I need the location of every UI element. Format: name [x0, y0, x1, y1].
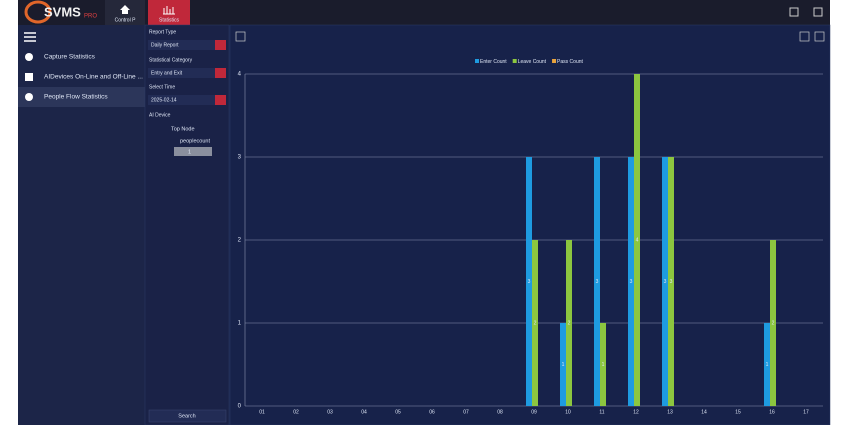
bar	[566, 240, 572, 406]
x-tick-label: 02	[293, 409, 299, 415]
menu-item[interactable]: AIDevices On-Line and Off-Line ...	[44, 74, 143, 81]
home-icon	[120, 5, 130, 14]
bar	[594, 157, 600, 406]
filter-label: Report Type	[149, 29, 176, 35]
export-icon[interactable]	[235, 31, 246, 42]
bar	[532, 240, 538, 406]
tree-node[interactable]: Top Node	[171, 126, 195, 132]
bar-label: 3	[670, 279, 673, 285]
bar	[668, 157, 674, 406]
bar-label: 3	[630, 279, 633, 285]
x-tick-label: 03	[327, 409, 333, 415]
bar-label: 3	[664, 279, 667, 285]
legend-label: Leave Count	[518, 59, 547, 65]
search-button[interactable]	[148, 409, 227, 423]
bar	[560, 323, 566, 406]
x-tick-label: 11	[599, 409, 604, 415]
view-icon[interactable]	[814, 31, 825, 42]
y-tick-label: 0	[238, 404, 242, 410]
filter-panel	[144, 24, 230, 426]
x-tick-label: 14	[701, 409, 707, 415]
select-value: Daily Report	[151, 42, 179, 48]
tree-selected	[174, 147, 212, 156]
filter-label: Statistical Category	[149, 57, 193, 63]
bar-label: 2	[772, 320, 775, 326]
tree-node[interactable]: peoplecount	[180, 138, 210, 144]
y-tick-label: 2	[238, 238, 242, 244]
bar-label: 1	[602, 362, 605, 368]
menu-active	[18, 87, 145, 107]
bar-label: 4	[636, 237, 639, 243]
menu-icon[interactable]	[24, 32, 36, 42]
tree-node[interactable]: 1	[188, 149, 191, 155]
bar-label: 1	[766, 362, 769, 368]
select-arrow[interactable]	[215, 95, 226, 105]
select-arrow[interactable]	[215, 68, 226, 78]
x-tick-label: 17	[803, 409, 809, 415]
x-tick-label: 12	[633, 409, 639, 415]
menu-item[interactable]: People Flow Statistics	[44, 94, 108, 101]
select[interactable]	[148, 40, 226, 50]
bar	[764, 323, 770, 406]
bar	[526, 157, 532, 406]
x-tick-label: 08	[497, 409, 503, 415]
select-value: 2025-02-14	[151, 97, 177, 103]
select-arrow[interactable]	[215, 40, 226, 50]
bar	[634, 74, 640, 406]
bar	[662, 157, 668, 406]
bar	[600, 323, 606, 406]
x-tick-label: 16	[769, 409, 775, 415]
select-value: Entry and Exit	[151, 70, 183, 76]
x-tick-label: 06	[429, 409, 435, 415]
y-tick-label: 4	[238, 72, 242, 78]
logo-ring	[24, 0, 52, 24]
bar-label: 2	[534, 320, 537, 326]
bar-label: 1	[562, 362, 565, 368]
x-tick-label: 07	[463, 409, 469, 415]
exit-icon[interactable]	[813, 7, 823, 17]
stats-icon	[163, 6, 175, 15]
legend-swatch	[512, 59, 517, 63]
x-tick-label: 01	[259, 409, 265, 415]
select[interactable]	[148, 95, 226, 105]
x-tick-label: 09	[531, 409, 537, 415]
item-icon	[25, 93, 33, 101]
filter-label: AI Device	[149, 112, 171, 118]
tab-label: Statistics	[159, 17, 180, 23]
search-label: Search	[178, 413, 195, 419]
legend-swatch	[475, 59, 479, 63]
bar	[770, 240, 776, 406]
bar-label: 3	[596, 279, 599, 285]
window-icon[interactable]	[789, 7, 799, 17]
item-icon	[25, 73, 33, 81]
legend-label: Enter Count	[480, 59, 507, 65]
view-icon[interactable]	[799, 31, 810, 42]
x-tick-label: 10	[565, 409, 571, 415]
y-tick-label: 1	[238, 321, 242, 327]
filter-label: Select Time	[149, 84, 175, 90]
tab-label: Control P	[115, 17, 137, 23]
logo: SVMS	[44, 4, 81, 19]
logo-sub: PRO	[84, 14, 97, 20]
legend-swatch	[552, 59, 557, 63]
bar-label: 3	[528, 279, 531, 285]
legend-label: Pass Count	[557, 59, 583, 65]
item-icon	[25, 53, 33, 61]
bar	[628, 157, 634, 406]
x-tick-label: 04	[361, 409, 367, 415]
tab-active[interactable]	[148, 0, 190, 25]
x-tick-label: 15	[735, 409, 741, 415]
x-tick-label: 13	[667, 409, 673, 415]
menu-item[interactable]: Capture Statistics	[44, 54, 96, 61]
x-tick-label: 05	[395, 409, 401, 415]
bar-label: 2	[568, 320, 571, 326]
select[interactable]	[148, 68, 226, 78]
y-tick-label: 3	[238, 155, 242, 161]
sidebar	[18, 25, 145, 425]
